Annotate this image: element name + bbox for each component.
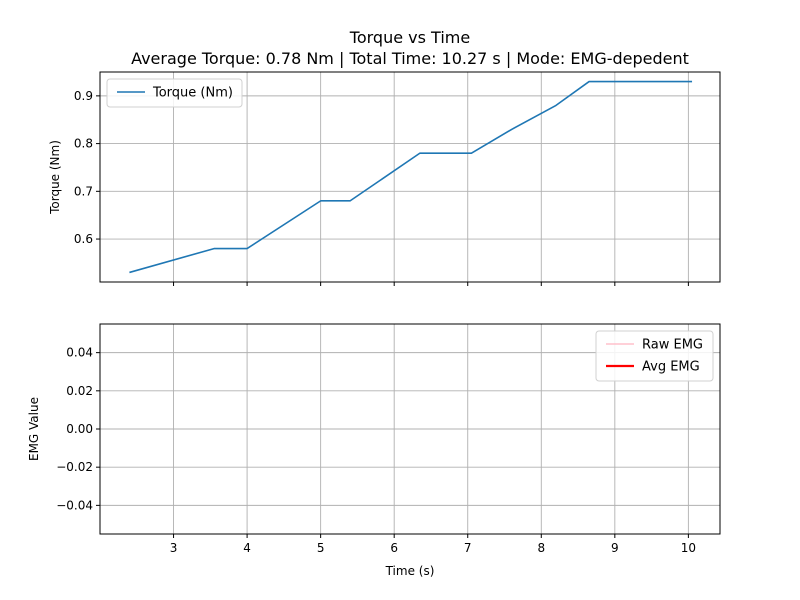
legend: Torque (Nm)	[106, 78, 243, 108]
series-line-0	[129, 80, 693, 274]
legend-box	[106, 78, 243, 108]
y-axis-label: EMG Value	[27, 397, 41, 461]
y-tick-label: 0.6	[74, 232, 93, 246]
figure-title: Torque vs Time	[349, 28, 470, 47]
x-tick-label: 8	[537, 541, 545, 555]
y-tick-label: 0.8	[74, 137, 93, 151]
legend-label-1: Avg EMG	[642, 360, 700, 375]
x-tick-label: 10	[681, 541, 696, 555]
x-tick-label: 9	[611, 541, 619, 555]
y-tick-label: 0.9	[74, 89, 93, 103]
torque-axes: 0.6 0.7 0.8 0.9 Torque (Nm) Torque (Nm)	[48, 71, 721, 286]
x-tick-label: 5	[317, 541, 325, 555]
y-tick-label: 0.04	[66, 346, 93, 360]
x-axis-label: Time (s)	[385, 564, 435, 578]
legend-label-0: Raw EMG	[642, 338, 703, 353]
legend-label-0: Torque (Nm)	[152, 86, 233, 101]
x-tick-label: 6	[390, 541, 398, 555]
y-axis-label: Torque (Nm)	[48, 140, 62, 215]
x-tick-label: 4	[243, 541, 251, 555]
emg-axes: 3 4 5 6 7 8 9 10 −0.04 −0.02 0.00 0.02 0.04 EMG Value…	[27, 323, 721, 578]
x-tick-label: 7	[464, 541, 472, 555]
figure-subtitle: Average Torque: 0.78 Nm | Total Time: 10…	[131, 49, 689, 68]
y-tick-label: 0.7	[74, 184, 93, 198]
y-tick-label: −0.02	[56, 460, 93, 474]
x-tick-label: 3	[170, 541, 178, 555]
y-tick-label: 0.00	[66, 422, 93, 436]
y-tick-label: 0.02	[66, 384, 93, 398]
legend: Raw EMG Avg EMG	[595, 330, 714, 382]
y-tick-label: −0.04	[56, 498, 93, 512]
axes-frame	[99, 71, 721, 283]
